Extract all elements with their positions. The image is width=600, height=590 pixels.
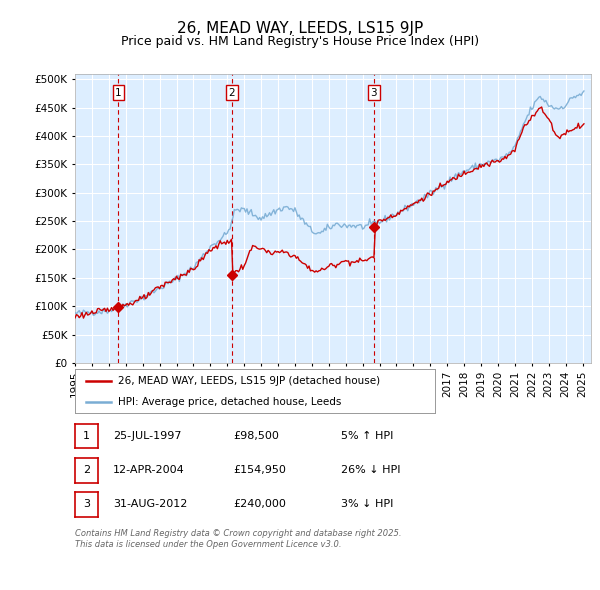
Text: £240,000: £240,000 xyxy=(233,500,286,509)
Text: HPI: Average price, detached house, Leeds: HPI: Average price, detached house, Leed… xyxy=(118,397,341,407)
Text: £98,500: £98,500 xyxy=(233,431,278,441)
Text: 26% ↓ HPI: 26% ↓ HPI xyxy=(341,466,400,475)
Text: 3: 3 xyxy=(371,87,377,97)
Text: 3: 3 xyxy=(83,500,90,509)
Text: 12-APR-2004: 12-APR-2004 xyxy=(113,466,185,475)
Text: Contains HM Land Registry data © Crown copyright and database right 2025.
This d: Contains HM Land Registry data © Crown c… xyxy=(75,529,401,549)
Text: 5% ↑ HPI: 5% ↑ HPI xyxy=(341,431,393,441)
Text: 2: 2 xyxy=(229,87,235,97)
Text: 26, MEAD WAY, LEEDS, LS15 9JP: 26, MEAD WAY, LEEDS, LS15 9JP xyxy=(177,21,423,35)
Text: Price paid vs. HM Land Registry's House Price Index (HPI): Price paid vs. HM Land Registry's House … xyxy=(121,35,479,48)
Text: 1: 1 xyxy=(83,431,90,441)
Text: 31-AUG-2012: 31-AUG-2012 xyxy=(113,500,187,509)
Text: 26, MEAD WAY, LEEDS, LS15 9JP (detached house): 26, MEAD WAY, LEEDS, LS15 9JP (detached … xyxy=(118,376,380,386)
Text: 25-JUL-1997: 25-JUL-1997 xyxy=(113,431,181,441)
Text: 1: 1 xyxy=(115,87,122,97)
Text: 3% ↓ HPI: 3% ↓ HPI xyxy=(341,500,393,509)
Text: 2: 2 xyxy=(83,466,90,475)
Text: £154,950: £154,950 xyxy=(233,466,286,475)
